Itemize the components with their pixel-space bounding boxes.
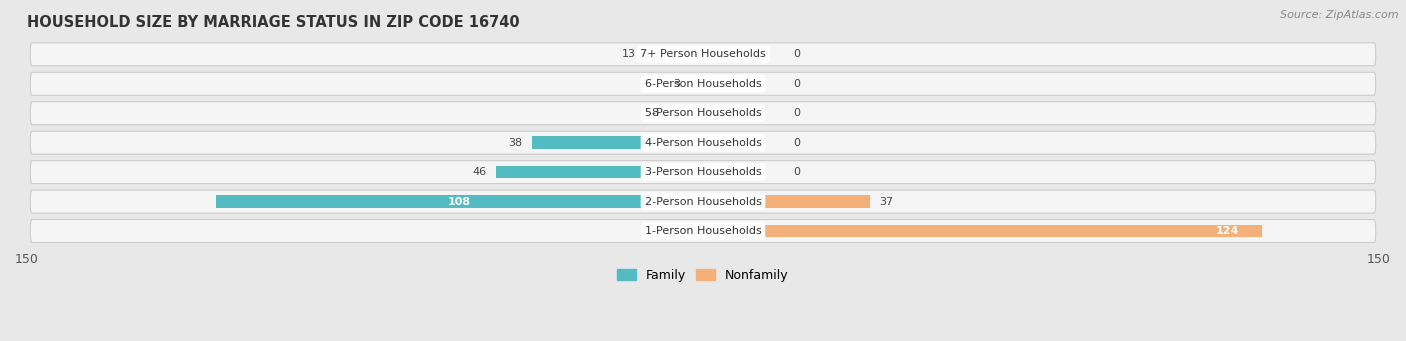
- Text: 0: 0: [793, 79, 800, 89]
- Bar: [689, 77, 703, 90]
- FancyBboxPatch shape: [31, 161, 1375, 183]
- Text: 0: 0: [793, 108, 800, 118]
- Text: 124: 124: [1216, 226, 1239, 236]
- Text: 3-Person Households: 3-Person Households: [644, 167, 762, 177]
- FancyBboxPatch shape: [31, 43, 1375, 66]
- Text: 3: 3: [673, 79, 681, 89]
- Text: 2-Person Households: 2-Person Households: [644, 196, 762, 207]
- Bar: [703, 195, 870, 208]
- Text: 38: 38: [509, 138, 523, 148]
- Text: 7+ Person Households: 7+ Person Households: [640, 49, 766, 59]
- Bar: [666, 107, 703, 119]
- Text: HOUSEHOLD SIZE BY MARRIAGE STATUS IN ZIP CODE 16740: HOUSEHOLD SIZE BY MARRIAGE STATUS IN ZIP…: [27, 15, 520, 30]
- FancyBboxPatch shape: [31, 131, 1375, 154]
- FancyBboxPatch shape: [31, 190, 1375, 213]
- Text: 0: 0: [793, 138, 800, 148]
- Text: 0: 0: [793, 49, 800, 59]
- Text: 0: 0: [793, 167, 800, 177]
- Bar: [703, 225, 1261, 237]
- FancyBboxPatch shape: [31, 72, 1375, 95]
- Text: Source: ZipAtlas.com: Source: ZipAtlas.com: [1281, 10, 1399, 20]
- Legend: Family, Nonfamily: Family, Nonfamily: [612, 264, 794, 287]
- Bar: [644, 48, 703, 60]
- FancyBboxPatch shape: [31, 102, 1375, 125]
- Text: 6-Person Households: 6-Person Households: [644, 79, 762, 89]
- Bar: [496, 166, 703, 178]
- Bar: [217, 195, 703, 208]
- Text: 13: 13: [621, 49, 636, 59]
- FancyBboxPatch shape: [31, 220, 1375, 242]
- Text: 108: 108: [449, 196, 471, 207]
- Text: 8: 8: [651, 108, 658, 118]
- Text: 5-Person Households: 5-Person Households: [644, 108, 762, 118]
- Bar: [531, 136, 703, 149]
- Text: 1-Person Households: 1-Person Households: [644, 226, 762, 236]
- Text: 37: 37: [879, 196, 893, 207]
- Text: 4-Person Households: 4-Person Households: [644, 138, 762, 148]
- Text: 46: 46: [472, 167, 486, 177]
